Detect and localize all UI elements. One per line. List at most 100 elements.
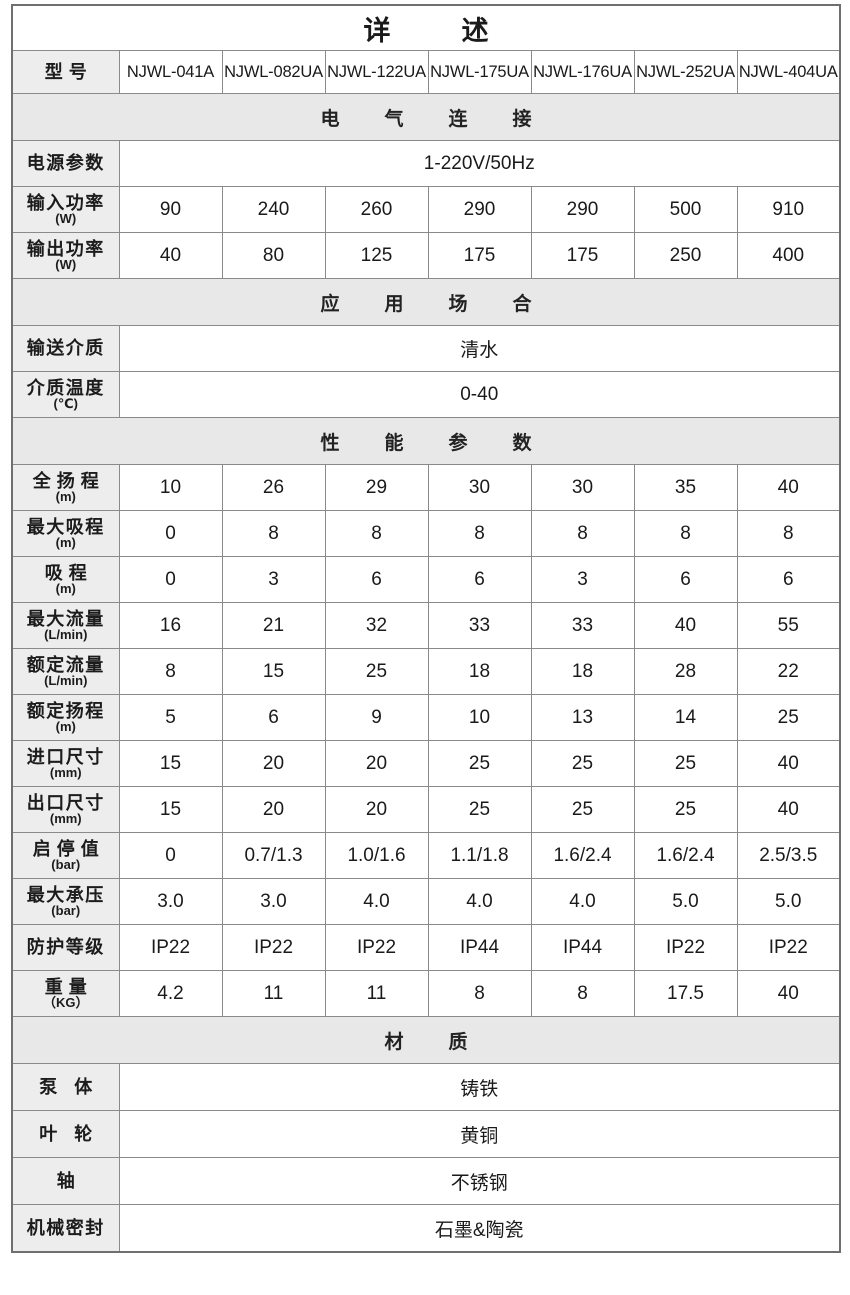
row-value-cell: 16 xyxy=(118,602,223,649)
row-label-unit: (bar) xyxy=(51,902,81,918)
row-value-cell: 8 xyxy=(530,510,635,557)
table-row: 泵 体铸铁 xyxy=(11,1063,841,1111)
section-heading: 性 能 参 数 xyxy=(11,417,841,465)
row-value-cell: 28 xyxy=(633,648,738,695)
row-label-text: 重量 xyxy=(44,976,93,997)
row-label-unit: (m) xyxy=(55,488,76,504)
row-label-text: 机械密封 xyxy=(26,1217,105,1238)
row-value-cell: 5 xyxy=(118,694,223,741)
row-label-unit: (W) xyxy=(55,256,77,272)
row-value-cell: 20 xyxy=(221,786,326,833)
row-value-cell: 80 xyxy=(221,232,326,279)
row-label-text: 进口尺寸 xyxy=(26,746,105,767)
row-value-cell: 33 xyxy=(530,602,635,649)
row-value-merged: 铸铁 xyxy=(118,1063,841,1111)
row-label: 启停值 (bar) xyxy=(11,832,120,879)
row-value-cell: 125 xyxy=(324,232,429,279)
row-label-unit: (bar) xyxy=(51,856,81,872)
row-label-text: 出口尺寸 xyxy=(26,792,105,813)
table-row: 全扬程 (m) 10 26 29 30 30 35 40 xyxy=(11,464,841,511)
row-value-cell: 11 xyxy=(324,970,429,1017)
row-label: 全扬程 (m) xyxy=(11,464,120,511)
row-value-cell: 250 xyxy=(633,232,738,279)
row-label-text: 最大承压 xyxy=(26,884,105,905)
row-value-cell: 1.6/2.4 xyxy=(530,832,635,879)
table-row: 电源参数 1-220V/50Hz xyxy=(11,140,841,187)
row-value-cell: 240 xyxy=(221,186,326,233)
row-value-cell: 2.5/3.5 xyxy=(736,832,841,879)
row-value-cell: IP44 xyxy=(530,924,635,971)
row-value-cell: 18 xyxy=(427,648,532,695)
row-value-cell: 33 xyxy=(427,602,532,649)
row-value-cell: 25 xyxy=(633,786,738,833)
row-value-cell: 8 xyxy=(530,970,635,1017)
row-label-text: 防护等级 xyxy=(26,937,105,958)
row-value-cell: 9 xyxy=(324,694,429,741)
row-value-cell: 25 xyxy=(530,740,635,787)
row-label-text: 全扬程 xyxy=(32,470,105,491)
row-value-cell: 20 xyxy=(324,786,429,833)
row-value-cell: IP22 xyxy=(633,924,738,971)
row-label: 机械密封 xyxy=(11,1204,120,1253)
row-label-text: 输入功率 xyxy=(26,192,105,213)
table-row: 出口尺寸 (mm) 15 20 20 25 25 25 40 xyxy=(11,786,841,833)
row-label: 输入功率 (W) xyxy=(11,186,120,233)
row-value-cell: 4.0 xyxy=(530,878,635,925)
model-cell: NJWL-404UA xyxy=(736,50,841,94)
section-heading: 电 气 连 接 xyxy=(11,93,841,141)
row-label-unit: (L/min) xyxy=(44,626,88,642)
row-value-cell: 40 xyxy=(736,786,841,833)
row-value-cell: 21 xyxy=(221,602,326,649)
row-value-merged: 黄铜 xyxy=(118,1110,841,1158)
row-value-cell: 6 xyxy=(324,556,429,603)
row-label-text: 轴 xyxy=(56,1170,81,1191)
row-value-cell: 5.0 xyxy=(736,878,841,925)
row-value-cell: 6 xyxy=(633,556,738,603)
page-title: 详 述 xyxy=(12,5,840,51)
table-row: 输出功率 (W) 40 80 125 175 175 250 400 xyxy=(11,232,841,279)
row-label: 最大流量 (L/min) xyxy=(11,602,120,649)
row-value-cell: 40 xyxy=(736,740,841,787)
row-label-unit: (m) xyxy=(55,718,76,734)
row-label-text: 吸程 xyxy=(44,562,93,583)
row-label-unit: (W) xyxy=(55,210,77,226)
row-label-unit: (m) xyxy=(55,580,76,596)
row-value-cell: IP22 xyxy=(324,924,429,971)
table-row: 机械密封 石墨&陶瓷 xyxy=(11,1204,841,1253)
row-value-cell: 30 xyxy=(530,464,635,511)
table-row: 额定流量 (L/min) 8 15 25 18 18 28 22 xyxy=(11,648,841,695)
row-value-merged: 不锈钢 xyxy=(118,1157,841,1205)
table-body: 详 述 型号 NJWL-041A NJWL-082UA NJWL-122UA N… xyxy=(11,5,841,1253)
row-value-cell: IP22 xyxy=(221,924,326,971)
row-label: 额定流量 (L/min) xyxy=(11,648,120,695)
model-cell: NJWL-175UA xyxy=(427,50,532,94)
row-value-cell: 25 xyxy=(427,740,532,787)
row-label: 出口尺寸 (mm) xyxy=(11,786,120,833)
row-value-cell: 3 xyxy=(221,556,326,603)
table-row: 防护等级 IP22 IP22 IP22 IP44 IP44 IP22 IP22 xyxy=(11,924,841,971)
table-row: 输入功率 (W) 90 240 260 290 290 500 910 xyxy=(11,186,841,233)
row-value-cell: 3.0 xyxy=(118,878,223,925)
row-value-merged: 1-220V/50Hz xyxy=(118,140,841,187)
row-value-cell: 20 xyxy=(221,740,326,787)
section-header-row: 电 气 连 接 xyxy=(11,93,841,141)
row-value-cell: 8 xyxy=(736,510,841,557)
row-value-cell: 0 xyxy=(118,556,223,603)
table-row: 输送介质 清水 xyxy=(11,325,841,372)
row-value-merged: 0-40 xyxy=(118,371,841,418)
row-value-cell: 4.0 xyxy=(427,878,532,925)
row-value-cell: 910 xyxy=(736,186,841,233)
row-label-text: 电源参数 xyxy=(26,153,105,174)
row-value-merged: 石墨&陶瓷 xyxy=(118,1204,841,1253)
row-value-cell: 175 xyxy=(530,232,635,279)
row-label-unit: （KG） xyxy=(42,994,89,1010)
table-row: 额定扬程 (m) 5 6 9 10 13 14 25 xyxy=(11,694,841,741)
row-value-cell: 0 xyxy=(118,832,223,879)
table-row: 最大承压 (bar) 3.0 3.0 4.0 4.0 4.0 5.0 5.0 xyxy=(11,878,841,925)
model-cell: NJWL-041A xyxy=(118,50,223,94)
row-value-cell: 0 xyxy=(118,510,223,557)
row-label-unit: (m) xyxy=(55,534,76,550)
row-label: 重量 （KG） xyxy=(11,970,120,1017)
row-value-cell: 17.5 xyxy=(633,970,738,1017)
